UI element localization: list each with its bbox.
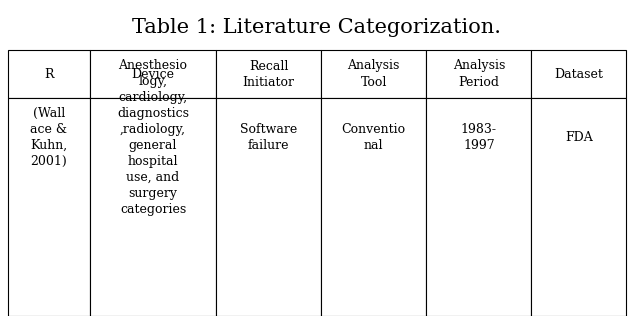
Text: Anesthesio
logy,
cardiology,
diagnostics
,radiology,
general
hospital
use, and
s: Anesthesio logy, cardiology, diagnostics… (117, 59, 189, 216)
Text: Software
failure: Software failure (240, 123, 297, 152)
Bar (426, 50, 531, 98)
Text: FDA: FDA (565, 131, 593, 144)
Bar (90, 50, 216, 98)
Text: Analysis
Period: Analysis Period (453, 59, 505, 88)
Text: Dataset: Dataset (554, 68, 603, 81)
Bar (8, 50, 90, 98)
Bar (216, 50, 321, 98)
Text: Table 1: Literature Categorization.: Table 1: Literature Categorization. (133, 18, 501, 37)
Bar (8, 98, 90, 316)
Bar (216, 98, 321, 316)
Text: R: R (44, 68, 54, 81)
Text: Conventio
nal: Conventio nal (342, 123, 406, 152)
Text: Recall
Initiator: Recall Initiator (243, 59, 295, 88)
Bar (90, 98, 216, 316)
Bar (321, 98, 426, 316)
Text: Device: Device (131, 68, 174, 81)
Text: 1983-
1997: 1983- 1997 (461, 123, 497, 152)
Bar (426, 98, 531, 316)
Text: (Wall
ace &
Kuhn,
2001): (Wall ace & Kuhn, 2001) (30, 107, 68, 168)
Bar (531, 98, 626, 316)
Text: Analysis
Tool: Analysis Tool (347, 59, 400, 88)
Bar (321, 50, 426, 98)
Bar (531, 50, 626, 98)
